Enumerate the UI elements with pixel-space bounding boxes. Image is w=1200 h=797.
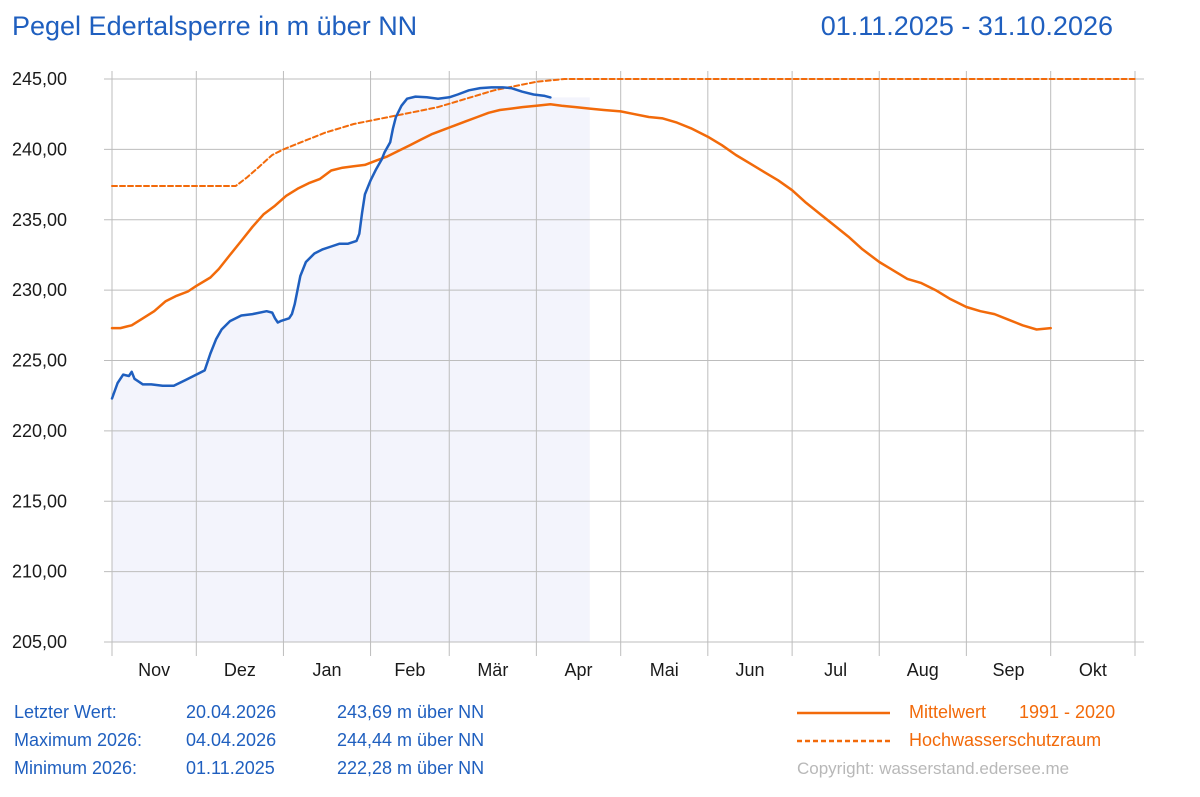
level-line: [110, 86, 552, 400]
max-label: Maximum 2026:: [14, 730, 142, 750]
x-tick-label: Mär: [477, 660, 508, 680]
series-lines: [110, 78, 1136, 400]
x-axis-ticks: Nov Dez Jan Feb Mär Apr Mai Jun Jul Aug Sep Okt: [138, 660, 1107, 680]
chart-title: Pegel Edertalsperre in m über NN: [12, 11, 417, 41]
x-tick-label: Okt: [1079, 660, 1107, 680]
flood-protection-line: [111, 78, 1136, 187]
x-tick-label: Jun: [735, 660, 764, 680]
date-range: 01.11.2025 - 31.10.2026: [821, 11, 1113, 41]
x-tick-label: Apr: [565, 660, 593, 680]
x-tick-label: Feb: [394, 660, 425, 680]
x-tick-label: Jul: [824, 660, 847, 680]
last-value-label: Letzter Wert:: [14, 702, 117, 722]
y-tick-label: 215,00: [12, 491, 67, 511]
x-tick-label: Jan: [312, 660, 341, 680]
y-tick-label: 225,00: [12, 351, 67, 371]
legend-mean-period: 1991 - 2020: [1019, 702, 1115, 722]
level-fill-area: [112, 87, 590, 642]
min-date: 01.11.2025: [186, 758, 275, 778]
y-tick-label: 210,00: [12, 562, 67, 582]
y-tick-label: 230,00: [12, 280, 67, 300]
fill-area: [112, 87, 590, 642]
min-value: 222,28 m über NN: [337, 758, 484, 778]
x-tick-label: Sep: [993, 660, 1025, 680]
y-tick-label: 220,00: [12, 421, 67, 441]
y-tick-label: 240,00: [12, 139, 67, 159]
x-tick-label: Aug: [907, 660, 939, 680]
min-label: Minimum 2026:: [14, 758, 137, 778]
max-date: 04.04.2026: [186, 730, 276, 750]
last-value-value: 243,69 m über NN: [337, 702, 484, 722]
legend-mean-label: Mittelwert: [909, 702, 986, 722]
mean-line: [110, 103, 1052, 331]
grid: [104, 71, 1144, 656]
y-tick-label: 245,00: [12, 69, 67, 89]
x-tick-label: Mai: [650, 660, 679, 680]
x-tick-label: Nov: [138, 660, 170, 680]
last-value-date: 20.04.2026: [186, 702, 276, 722]
max-value: 244,44 m über NN: [337, 730, 484, 750]
copyright: Copyright: wasserstand.edersee.me: [797, 759, 1069, 778]
y-axis-ticks: 205,00 210,00 215,00 220,00 225,00 230,00 235,…: [12, 69, 67, 652]
y-tick-label: 235,00: [12, 210, 67, 230]
y-tick-label: 205,00: [12, 632, 67, 652]
x-tick-label: Dez: [224, 660, 256, 680]
legend-flood-label: Hochwasserschutzraum: [909, 730, 1101, 750]
